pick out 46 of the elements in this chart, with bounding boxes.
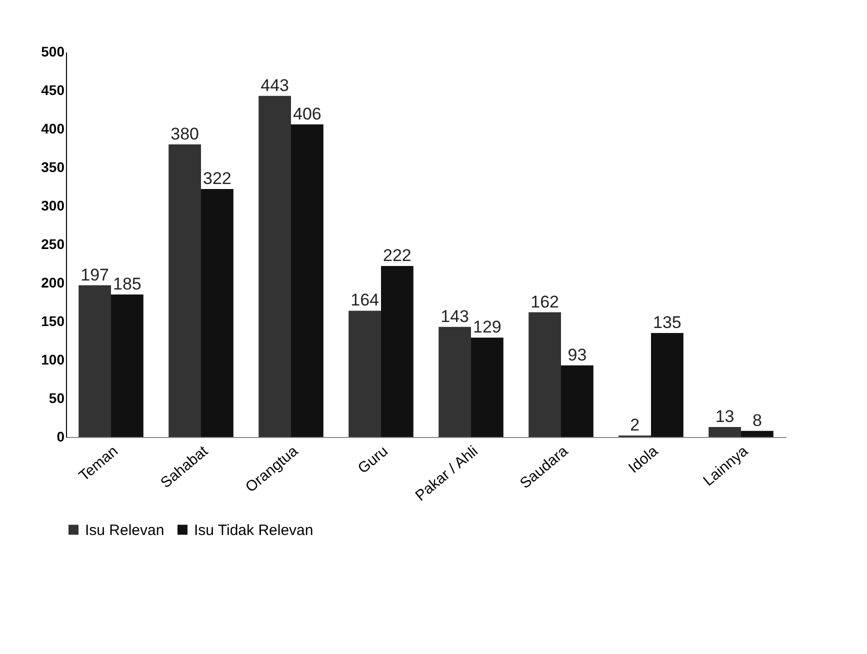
data-label: 406: [293, 104, 322, 124]
y-tick-label: 350: [41, 159, 65, 175]
bar: [528, 312, 561, 437]
x-tick-label: Guru: [354, 442, 392, 478]
y-tick-label: 0: [56, 428, 65, 444]
bar: [381, 266, 414, 437]
data-label: 443: [260, 76, 289, 95]
bar: [111, 294, 144, 437]
y-tick-label: 100: [41, 352, 65, 368]
y-tick-label: 500: [41, 44, 65, 60]
bar: [168, 144, 201, 437]
y-tick-label: 250: [41, 236, 65, 252]
data-label: 143: [440, 306, 469, 326]
x-tick-label: Idola: [625, 442, 662, 477]
y-tick-label: 450: [41, 82, 65, 98]
bar: [471, 338, 504, 437]
bar: [348, 310, 381, 437]
bar: [651, 333, 684, 437]
data-label: 185: [113, 274, 142, 294]
data-label: 8: [752, 410, 762, 430]
data-label: 2: [630, 415, 640, 434]
y-tick-label: 300: [41, 198, 65, 214]
data-label: 135: [653, 313, 682, 332]
bar: [78, 285, 111, 437]
bar: [561, 365, 594, 437]
data-label: 13: [715, 406, 734, 426]
y-tick-label: 50: [48, 390, 65, 406]
data-label: 164: [350, 290, 379, 310]
data-label: 93: [568, 345, 587, 364]
y-tick-label: 150: [41, 313, 65, 329]
data-label: 380: [170, 124, 199, 144]
bar: [708, 426, 741, 437]
bar: [741, 430, 774, 437]
bar: [201, 189, 234, 437]
bar: [438, 326, 471, 437]
bar: [291, 124, 324, 437]
data-label: 222: [383, 246, 412, 266]
y-tick-label: 400: [41, 120, 65, 136]
legend-label: Isu Tidak Relevan: [194, 522, 314, 539]
y-tick-label: 200: [41, 274, 65, 290]
data-label: 162: [530, 292, 559, 312]
legend-label: Isu Relevan: [85, 522, 164, 539]
data-label: 129: [473, 318, 502, 337]
bar: [258, 96, 291, 437]
data-label: 197: [80, 265, 109, 284]
data-label: 322: [203, 169, 232, 188]
